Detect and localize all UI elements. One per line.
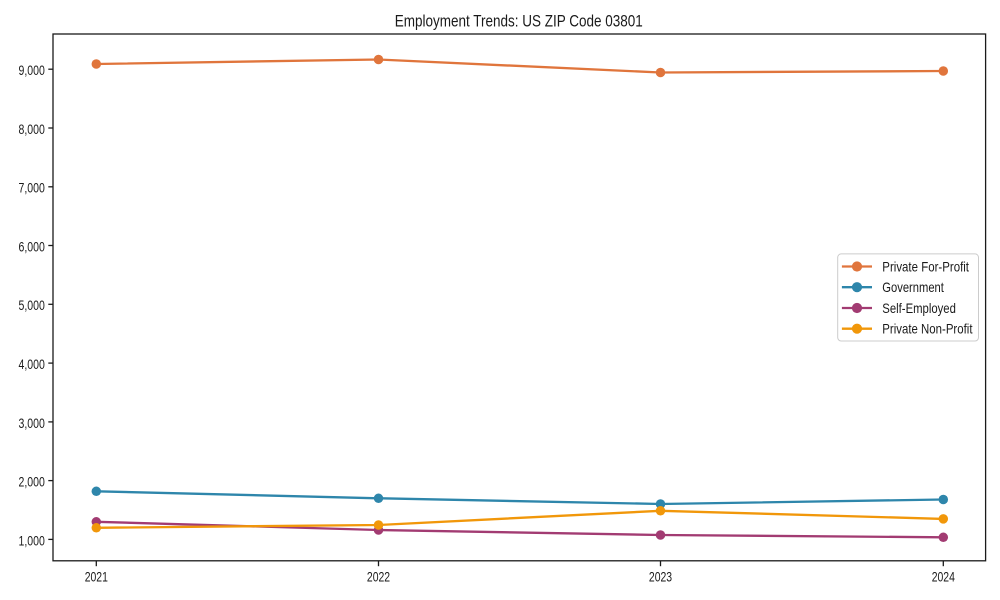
svg-text:6,000: 6,000	[19, 239, 45, 255]
svg-text:2,000: 2,000	[19, 475, 45, 491]
svg-text:Private For-Profit: Private For-Profit	[882, 259, 969, 274]
svg-text:7,000: 7,000	[19, 181, 45, 197]
svg-text:2022: 2022	[367, 570, 390, 586]
svg-text:2024: 2024	[932, 570, 955, 586]
svg-text:5,000: 5,000	[19, 298, 45, 314]
svg-text:9,000: 9,000	[19, 63, 45, 79]
svg-text:Government: Government	[882, 280, 944, 295]
svg-text:3,000: 3,000	[19, 416, 45, 432]
svg-text:4,000: 4,000	[19, 357, 45, 373]
svg-text:Private Non-Profit: Private Non-Profit	[882, 322, 972, 337]
svg-text:Self-Employed: Self-Employed	[882, 301, 956, 316]
svg-text:8,000: 8,000	[19, 122, 45, 138]
svg-text:2023: 2023	[649, 570, 672, 586]
svg-text:2021: 2021	[85, 570, 108, 586]
svg-text:1,000: 1,000	[19, 533, 45, 549]
svg-text:Employment Trends: US ZIP Code: Employment Trends: US ZIP Code 03801	[395, 12, 643, 30]
